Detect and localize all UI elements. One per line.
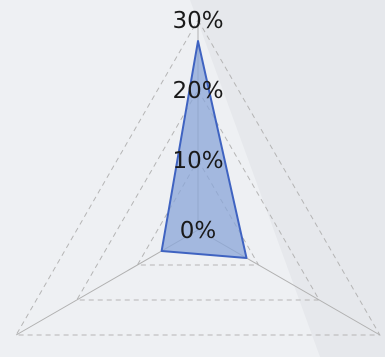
radar-series bbox=[160, 40, 248, 259]
tick-label-3: 30% bbox=[172, 8, 223, 34]
background-shade bbox=[190, 0, 385, 357]
tick-label-1: 10% bbox=[172, 148, 223, 174]
tick-label-0: 0% bbox=[180, 218, 217, 244]
radar-grid bbox=[15, 18, 381, 336]
grid-ring-1 bbox=[136, 158, 260, 266]
tick-label-2: 20% bbox=[172, 78, 223, 104]
series-area-0 bbox=[160, 40, 248, 259]
grid-ring-2 bbox=[75, 89, 321, 301]
grid-ring-3 bbox=[15, 18, 381, 336]
tick-labels: 0% 10% 20% 30% bbox=[172, 8, 223, 244]
